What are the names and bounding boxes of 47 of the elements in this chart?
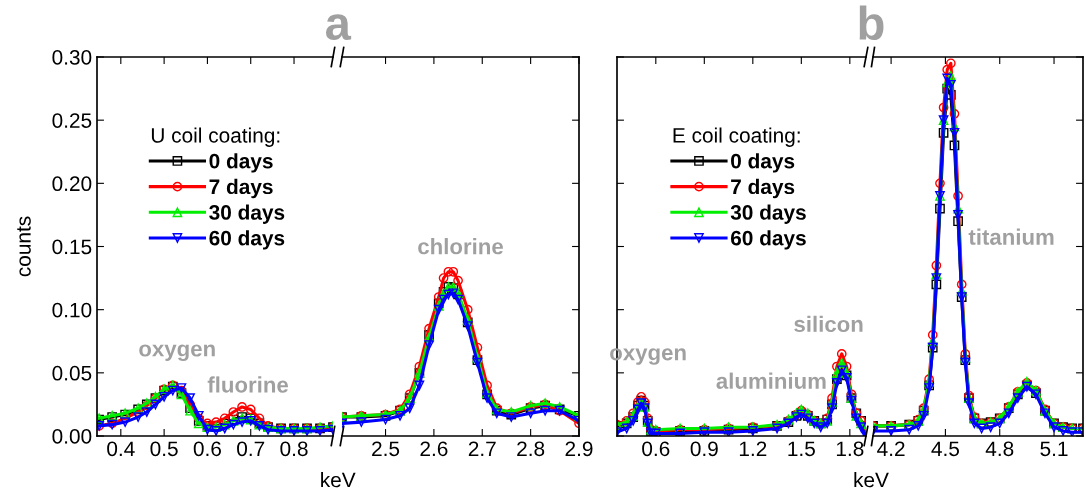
legend-label: 7 days [209,178,273,199]
annotation: oxygen [139,344,215,362]
x-tick-label: 1.5 [788,441,815,457]
y-tick-label: 0.15 [52,239,92,255]
y-tick-label: 0.10 [52,302,92,318]
y-tick-label: 0.20 [52,176,92,192]
annotation: fluorine [207,376,289,393]
legend-label: 30 days [209,204,285,224]
x-tick-label: 0.4 [107,441,135,457]
x-tick-label: 0.6 [642,441,670,457]
legend-label: 60 days [730,230,806,250]
x-axis-title: keV [321,472,356,488]
annotation: silicon [794,315,863,333]
legend-label: 0 days [731,153,795,173]
y-tick-label: 0.25 [52,113,92,128]
legend-label: 0 days [209,153,273,173]
x-tick-label: 0.6 [193,441,221,457]
x-tick-label: 0.7 [237,441,265,457]
x-tick-label: 4.5 [931,441,960,457]
x-tick-label: 5.1 [1040,441,1068,457]
x-tick-label: 0.9 [690,441,718,457]
x-axis-title: keV [854,472,889,488]
legend-label: 30 days [730,204,806,224]
x-tick-label: 4.8 [985,441,1014,457]
x-tick-label: 1.2 [739,441,767,456]
x-tick-label: 2.5 [372,441,400,457]
chart-title: b [859,5,884,41]
y-tick-label: 0.05 [52,365,92,381]
x-tick-label: 0.8 [280,441,308,457]
legend-label: 60 days [209,230,285,250]
x-tick-label: 1.8 [836,441,864,457]
y-axis-title: counts [17,216,31,277]
annotation: chlorine [418,238,503,255]
x-tick-label: 2.6 [420,441,448,457]
legend-title: U coil coating: [151,127,280,147]
x-tick-label: 4.2 [877,441,905,456]
y-tick-label: 0.30 [52,50,92,65]
legend-label: 7 days [731,178,795,199]
x-tick-label: 2.7 [468,441,496,456]
annotation: aluminium [716,372,826,389]
chart-title: a [325,14,352,41]
x-tick-label: 2.9 [565,441,593,457]
y-tick-label: 0.00 [52,429,92,444]
annotation: titanium [968,228,1054,245]
x-tick-label: 2.8 [517,441,545,457]
legend-title: E coil coating: [673,127,800,147]
x-tick-label: 0.5 [150,441,178,457]
